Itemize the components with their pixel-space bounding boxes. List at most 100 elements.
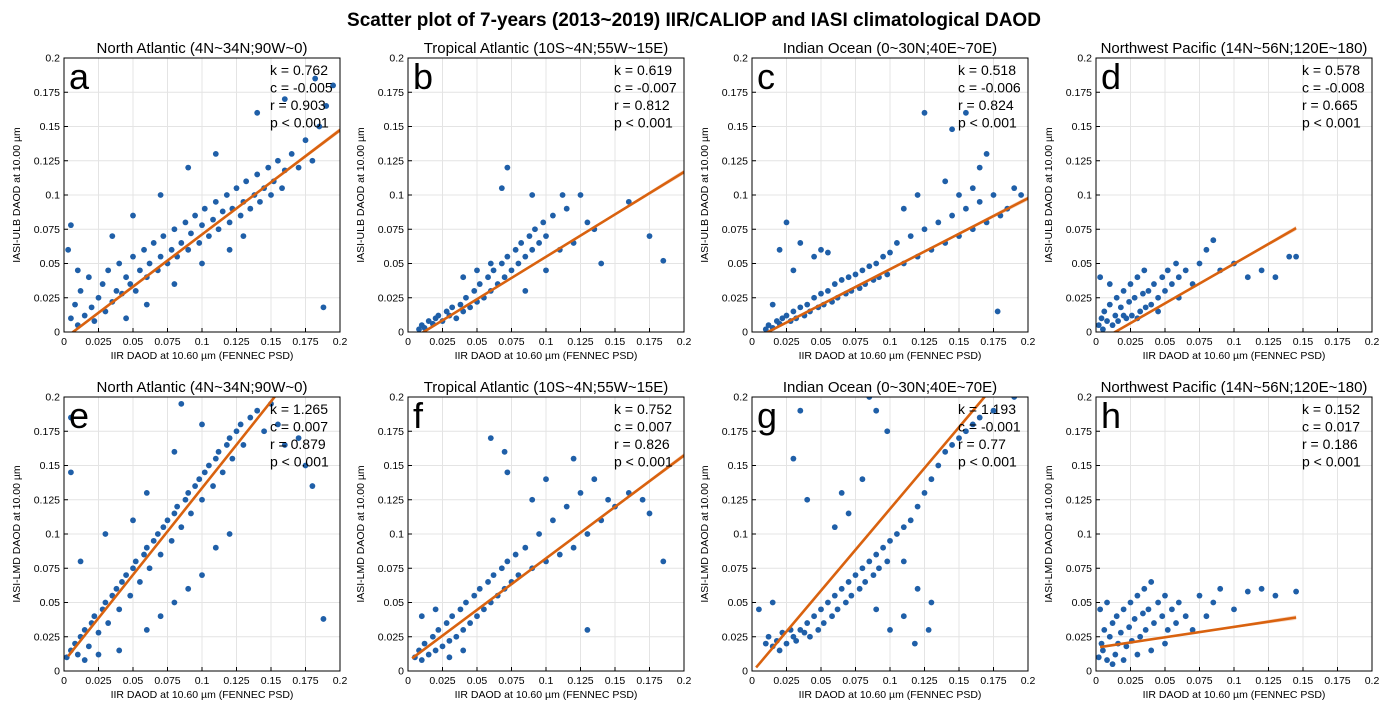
y-tick-label: 0.15 [728, 460, 749, 472]
x-tick-label: 0.025 [85, 336, 111, 348]
data-point [471, 592, 478, 599]
y-tick-label: 0.1 [389, 190, 404, 202]
data-point [498, 260, 505, 267]
data-point [1155, 599, 1161, 606]
data-point [928, 599, 935, 606]
data-point [1210, 237, 1217, 244]
data-point [460, 647, 467, 654]
y-tick-label: 0.05 [728, 597, 749, 609]
data-point [157, 613, 164, 620]
y-tick-label: 0.125 [378, 494, 404, 506]
data-point [963, 428, 969, 435]
data-point [288, 151, 295, 157]
data-point [1096, 322, 1102, 329]
x-axis-label: IIR DAOD at 10.60 µm (FENNEC PSD) [799, 689, 982, 701]
data-point [498, 565, 505, 572]
x-tick-label: 0.15 [605, 675, 626, 687]
data-point [831, 281, 838, 287]
x-tick-label: 0.1 [195, 336, 210, 348]
x-tick-label: 0.175 [980, 675, 1006, 687]
y-tick-label: 0.15 [1072, 121, 1093, 133]
y-tick-label: 0.075 [1066, 563, 1092, 575]
panel-title: Tropical Atlantic (10S~4N;55W~15E) [424, 40, 669, 57]
y-tick-label: 0.15 [40, 121, 61, 133]
data-point [526, 233, 533, 240]
y-tick-label: 0.15 [40, 460, 61, 472]
y-tick-label: 0.075 [34, 563, 60, 575]
data-point [457, 606, 464, 613]
plot-area [1096, 225, 1299, 332]
data-point [1175, 599, 1182, 606]
data-point [963, 205, 969, 212]
data-point [1169, 281, 1175, 287]
data-point [210, 216, 216, 223]
data-point [1127, 281, 1134, 287]
data-point [876, 565, 882, 572]
data-point [1182, 267, 1189, 274]
data-point [825, 288, 831, 294]
x-tick-label: 0.025 [1117, 675, 1143, 687]
data-point [150, 537, 157, 544]
y-tick-label: 0.125 [34, 494, 60, 506]
data-point [911, 640, 918, 647]
data-point [212, 151, 219, 157]
y-tick-label: 0.125 [34, 155, 60, 167]
data-point [845, 579, 852, 585]
data-point [815, 627, 822, 633]
y-tick-label: 0 [1086, 666, 1092, 678]
x-tick-label: 0.075 [842, 675, 868, 687]
data-point [130, 253, 136, 260]
data-point [91, 613, 98, 620]
x-tick-label: 0 [61, 675, 67, 687]
data-point [439, 643, 446, 650]
data-point [432, 606, 439, 613]
stat-label: p < 0.001 [958, 115, 1017, 131]
data-point [240, 233, 247, 240]
x-tick-label: 0.175 [1324, 675, 1350, 687]
data-point [1137, 308, 1144, 315]
data-point [983, 151, 990, 157]
data-point [201, 205, 208, 212]
data-point [425, 318, 432, 324]
panel-a: 0 0.025 0.05 0.075 0.1 0.125 0.15 0.175 0.2 0 0.02… [11, 40, 347, 362]
data-point [185, 246, 192, 253]
x-tick-label: 0.125 [1255, 675, 1281, 687]
data-point [467, 620, 473, 626]
stat-label: k = 0.619 [614, 62, 672, 78]
data-point [522, 544, 529, 551]
data-point [240, 442, 247, 448]
plot-area [762, 109, 1028, 332]
data-point [540, 219, 547, 226]
data-point [81, 627, 88, 633]
data-point [1134, 592, 1141, 599]
data-point [309, 483, 316, 489]
data-point [1217, 585, 1224, 592]
data-point [309, 157, 316, 164]
data-point [859, 267, 866, 274]
data-point [261, 428, 267, 435]
panel-d: 0 0.025 0.05 0.075 0.1 0.125 0.15 0.175 0.2 0 0.02… [1043, 40, 1379, 362]
x-tick-label: 0.125 [1255, 336, 1281, 348]
fit-line [1099, 616, 1297, 649]
y-tick-label: 0.1 [733, 190, 748, 202]
data-point [1123, 643, 1130, 650]
data-point [976, 414, 983, 421]
panel-letter: b [413, 56, 433, 97]
data-point [485, 274, 491, 281]
stat-label: c = -0.006 [958, 80, 1021, 96]
data-point [95, 629, 102, 636]
data-point [1151, 281, 1157, 287]
x-axis-label: IIR DAOD at 10.60 µm (FENNEC PSD) [799, 350, 982, 362]
data-point [123, 274, 129, 281]
x-tick-label: 0.15 [261, 336, 282, 348]
data-point [1258, 585, 1265, 592]
data-point [171, 599, 178, 606]
stat-label: p < 0.001 [1302, 115, 1361, 131]
panel-letter: d [1101, 56, 1121, 97]
stat-label: c = 0.007 [270, 419, 328, 435]
data-point [1162, 592, 1168, 599]
data-point [921, 226, 928, 233]
data-point [969, 185, 976, 192]
data-point [842, 599, 849, 606]
